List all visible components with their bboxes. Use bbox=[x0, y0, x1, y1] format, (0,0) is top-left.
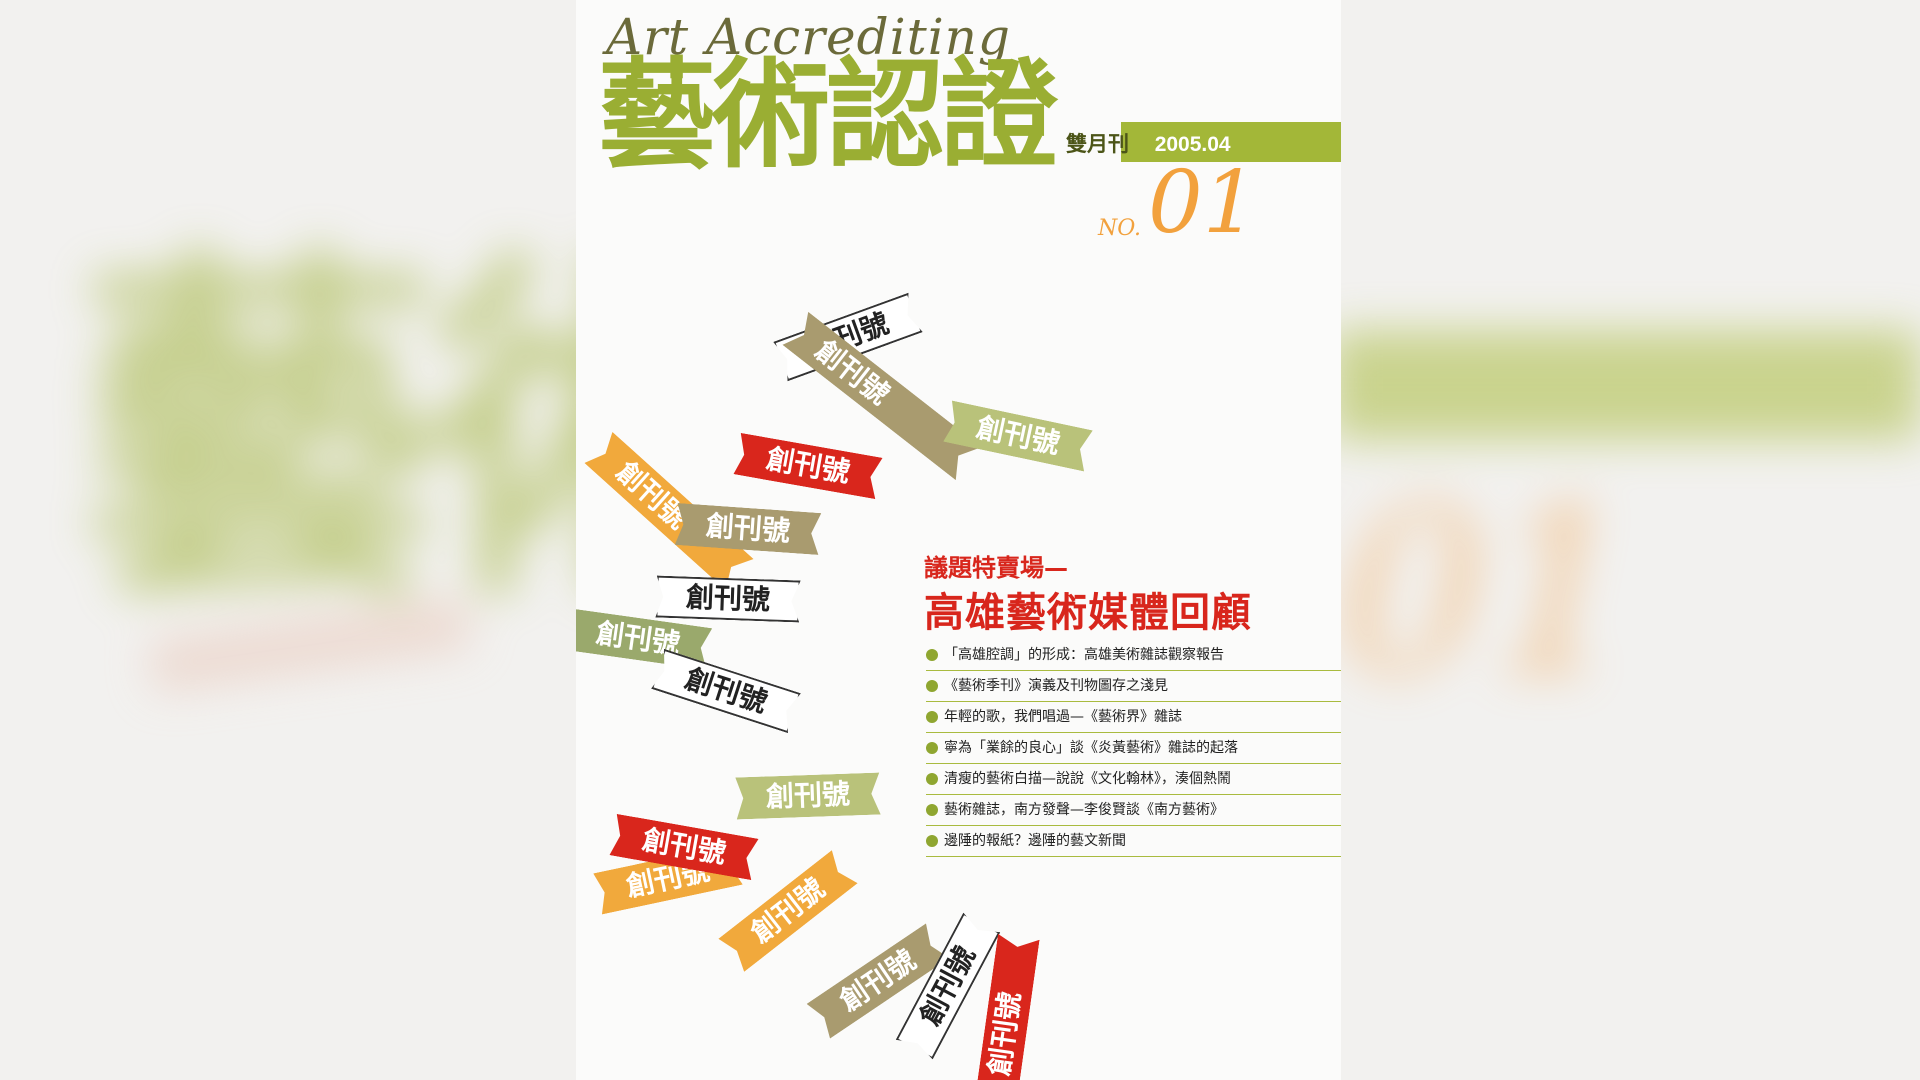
issue-number: 01 bbox=[1148, 153, 1258, 253]
contents-item: 藝術雜誌，南方發聲—李俊賢談《南方藝術》 bbox=[926, 795, 1341, 826]
background-bar bbox=[1330, 330, 1920, 440]
bullet-icon bbox=[926, 835, 938, 847]
bullet-icon bbox=[926, 773, 938, 785]
issue-date: 2005.04 bbox=[1154, 133, 1231, 156]
contents-item: 《藝術季刊》演義及刊物圖存之淺見 bbox=[926, 671, 1341, 702]
main-title: 藝術認證 bbox=[598, 45, 1058, 184]
contents-item: 年輕的歌，我們唱過—《藝術界》雜誌 bbox=[926, 702, 1341, 733]
issue-line: 雙月刊 2005.04 bbox=[1066, 128, 1231, 158]
magazine-cover: Art Accrediting 藝術認證 雙月刊 2005.04 NO. 01 … bbox=[576, 0, 1341, 1080]
contents-item: 寧為「業餘的良心」談《炎黃藝術》雜誌的起落 bbox=[926, 733, 1341, 764]
bullet-icon bbox=[926, 804, 938, 816]
background-number: 01 bbox=[1340, 460, 1633, 727]
feature-kicker: 議題特賣場— bbox=[924, 554, 1068, 582]
contents-item: 邊陲的報紙？邊陲的藝文新聞 bbox=[926, 826, 1341, 857]
frequency-label: 雙月刊 bbox=[1066, 133, 1129, 156]
bullet-icon bbox=[926, 680, 938, 692]
contents-item: 「高雄腔調」的形成：高雄美術雜誌觀察報告 bbox=[926, 640, 1341, 671]
ribbon-3: 創刊號 bbox=[943, 400, 1093, 471]
ribbon-7: 創刊號 bbox=[655, 575, 800, 622]
feature-title: 高雄藝術媒體回顧 bbox=[924, 590, 1252, 636]
issue-bar bbox=[1121, 122, 1341, 162]
script-title: Art Accrediting bbox=[606, 8, 1011, 66]
issue-prefix: NO. bbox=[1098, 216, 1141, 241]
ribbon-9: 創刊號 bbox=[651, 649, 801, 733]
ribbon-10: 創刊號 bbox=[735, 772, 880, 819]
bullet-icon bbox=[926, 649, 938, 661]
contents-item: 清瘦的藝術白描—說說《文化翰林》，湊個熱鬧 bbox=[926, 764, 1341, 795]
contents-list: 「高雄腔調」的形成：高雄美術雜誌觀察報告 《藝術季刊》演義及刊物圖存之淺見 年輕… bbox=[926, 640, 1341, 857]
bullet-icon bbox=[926, 742, 938, 754]
bullet-icon bbox=[926, 711, 938, 723]
ribbon-4: 創刊號 bbox=[733, 433, 882, 499]
